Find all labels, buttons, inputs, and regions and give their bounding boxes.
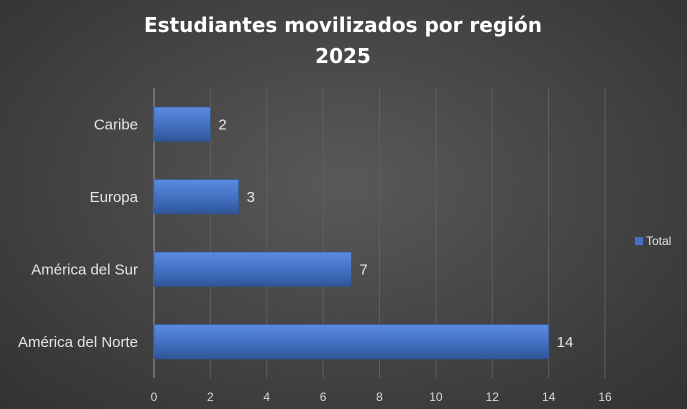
data-label: 3: [247, 189, 255, 206]
x-tick-label: 2: [207, 390, 214, 404]
bar-europa: [153, 179, 239, 215]
x-tick-label: 16: [598, 390, 612, 404]
legend-label: Total: [646, 234, 671, 248]
category-label: Europa: [90, 189, 139, 206]
category-label: América del Norte: [18, 334, 138, 351]
x-tick-label: 6: [320, 390, 327, 404]
chart-title-line-2: 2025: [315, 44, 371, 68]
x-tick-label: 4: [263, 390, 270, 404]
x-tick-label: 12: [486, 390, 500, 404]
labels: 0 2 4 6 8 10 12 14 16 14 América del Norte 7 América…: [18, 116, 612, 404]
chart-title-line-1: Estudiantes movilizados por región: [144, 13, 542, 37]
legend: Total: [635, 234, 671, 248]
bar-américa-del-sur: [153, 251, 352, 287]
data-label: 7: [359, 261, 367, 278]
x-tick-label: 10: [429, 390, 443, 404]
category-label: Caribe: [94, 116, 138, 133]
x-tick-label: 0: [151, 390, 158, 404]
x-tick-label: 14: [542, 390, 556, 404]
bar-américa-del-norte: [153, 324, 549, 360]
category-label: América del Sur: [31, 261, 138, 278]
data-label: 2: [218, 116, 226, 133]
x-tick-label: 8: [376, 390, 383, 404]
legend-swatch: [635, 237, 643, 245]
bar-caribe: [153, 106, 211, 142]
bars: [153, 106, 549, 360]
data-label: 14: [557, 334, 574, 351]
gridlines: [153, 88, 606, 378]
